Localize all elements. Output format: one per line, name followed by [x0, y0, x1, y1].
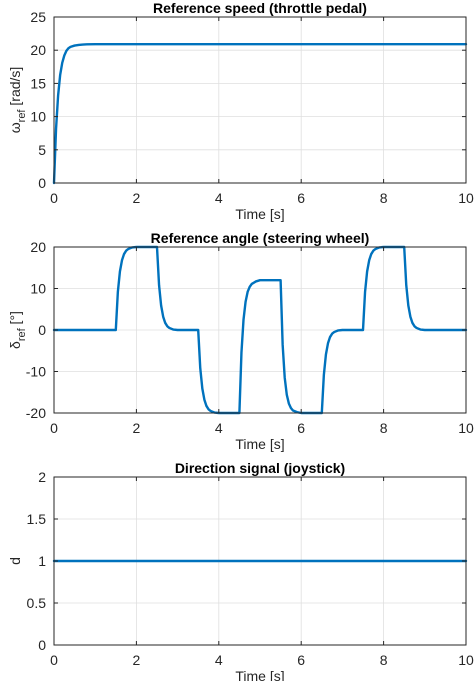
chart-2: 0 2 4 6 8 10 -20 -10 0 10 20 Reference angle (steer… [7, 230, 474, 452]
chart-1-series-line-1 [52, 43, 468, 185]
chart-1-x-tick-label-5: 10 [458, 190, 474, 206]
chart-2-x-tick-label-2: 4 [215, 420, 223, 436]
chart-1-x-tick-label-1: 2 [133, 190, 141, 206]
chart-1-x-tick-label-3: 6 [297, 190, 305, 206]
chart-1-y-axis-label: ωref [rad/s] [7, 67, 28, 134]
chart-3-x-axis-label: Time [s] [235, 668, 284, 681]
chart-3-x-tick-label-4: 8 [380, 652, 388, 668]
chart-2-y-axis-label: δref [°] [7, 311, 28, 349]
chart-3-y-tick-label-1: 0.5 [27, 595, 47, 611]
chart-1-title: Reference speed (throttle pedal) [153, 0, 367, 16]
chart-3-title: Direction signal (joystick) [175, 460, 345, 476]
chart-1-y-tick-label-3: 15 [30, 75, 46, 91]
chart-1-y-axis-unit: [rad/s] [7, 67, 23, 110]
chart-2-x-tick-label-1: 2 [133, 420, 141, 436]
chart-3: 0 2 4 6 8 10 0 0.5 1 1.5 2 Direction signal (joysti… [7, 460, 474, 681]
chart-3-y-tick-label-0: 0 [38, 637, 46, 653]
chart-3-y-tick-label-4: 2 [38, 469, 46, 485]
chart-3-x-tick-label-2: 4 [215, 652, 223, 668]
chart-1-y-axis-subscript: ref [16, 109, 28, 123]
chart-2-series-line-1 [52, 245, 468, 415]
chart-1-y-axis-symbol: ω [7, 122, 23, 133]
chart-3-y-tick-label-3: 1.5 [27, 511, 47, 527]
chart-2-x-tick-label-3: 6 [297, 420, 305, 436]
chart-1-y-tick-label-0: 0 [38, 175, 46, 191]
chart-1-y-tick-label-1: 5 [38, 142, 46, 158]
chart-3-x-tick-label-3: 6 [297, 652, 305, 668]
chart-2-x-axis-label: Time [s] [235, 436, 284, 452]
chart-2-x-tick-label-5: 10 [458, 420, 474, 436]
chart-1-y-tick-label-5: 25 [30, 9, 46, 25]
chart-2-y-axis-unit: [°] [7, 311, 23, 328]
chart-3-y-axis-symbol: d [7, 557, 23, 565]
chart-2-y-axis-symbol: δ [7, 341, 23, 349]
chart-3-x-tick-label-1: 2 [133, 652, 141, 668]
chart-2-x-tick-label-0: 0 [50, 420, 58, 436]
chart-2-y-tick-label-0: -20 [26, 405, 46, 421]
chart-2-y-axis-subscript: ref [16, 327, 28, 341]
chart-1: 0 2 4 6 8 10 0 5 10 15 20 25 Reference speed (thrott… [7, 0, 474, 222]
chart-1-y-tick-label-4: 20 [30, 42, 46, 58]
chart-1-x-tick-label-0: 0 [50, 190, 58, 206]
chart-1-plot-area [54, 17, 466, 183]
chart-3-y-axis-label: d [7, 557, 23, 565]
chart-1-x-axis-label: Time [s] [235, 206, 284, 222]
chart-1-y-tick-label-2: 10 [30, 109, 46, 125]
chart-3-x-tick-label-0: 0 [50, 652, 58, 668]
chart-2-title: Reference angle (steering wheel) [151, 230, 370, 246]
chart-3-x-tick-label-5: 10 [458, 652, 474, 668]
chart-1-x-tick-label-4: 8 [380, 190, 388, 206]
chart-1-axes-box [53, 16, 467, 184]
chart-2-y-tick-label-1: -10 [26, 364, 46, 380]
chart-2-y-tick-label-3: 10 [30, 281, 46, 297]
chart-3-y-tick-label-2: 1 [38, 553, 46, 569]
chart-1-x-tick-label-2: 4 [215, 190, 223, 206]
chart-2-x-tick-label-4: 8 [380, 420, 388, 436]
chart-2-y-tick-label-2: 0 [38, 322, 46, 338]
chart-2-y-tick-label-4: 20 [30, 239, 46, 255]
